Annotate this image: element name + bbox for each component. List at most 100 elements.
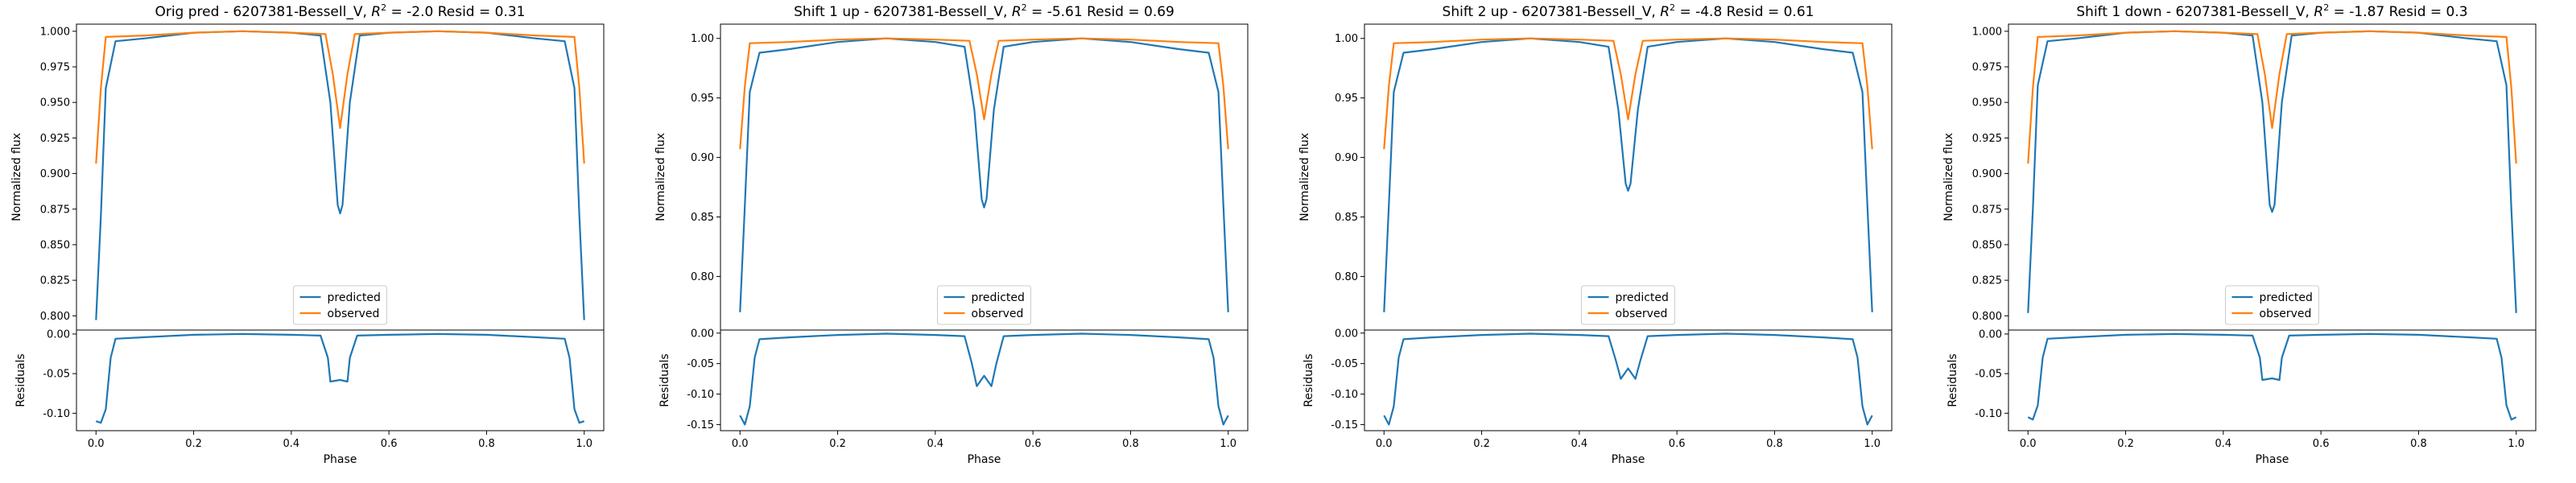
- y-tick-label: 0.925: [40, 133, 70, 145]
- legend-label-predicted: predicted: [1616, 291, 1669, 304]
- x-tick-label: 0.8: [1122, 438, 1139, 450]
- y-tick-label: 1.000: [40, 26, 70, 38]
- residual-line: [739, 332, 1229, 426]
- residual-line: [1383, 332, 1873, 426]
- y-tick-label: 0.00: [1979, 328, 2002, 341]
- x-tick-label: 0.8: [1766, 438, 1783, 450]
- legend-label-predicted: predicted: [972, 291, 1025, 304]
- flux-axes-frame: [76, 23, 605, 331]
- x-axis-label: Phase: [2256, 453, 2289, 466]
- title-r-symbol: R: [371, 4, 381, 20]
- y-tick-label: -0.05: [1331, 358, 1358, 370]
- x-tick-label: 0.6: [381, 438, 398, 450]
- x-tick-label: 1.0: [1220, 438, 1236, 450]
- flux-ylabel: Normalized flux: [10, 133, 23, 221]
- y-tick-label: -0.10: [687, 389, 714, 401]
- residual-ylabel: Residuals: [14, 353, 27, 407]
- observed-line: [2027, 30, 2517, 164]
- title-suffix: = -4.8 Resid = 0.61: [1675, 4, 1814, 20]
- residual-axes-frame: [76, 329, 605, 431]
- flux-ylabel: Normalized flux: [654, 133, 667, 221]
- y-tick-label: 0.85: [691, 212, 714, 224]
- flux-lines: [739, 37, 1229, 312]
- subplot-4: Shift 1 down - 6207381-Bessell_V, R2 = -…: [1942, 2, 2537, 466]
- x-tick-label: 0.0: [1376, 438, 1393, 450]
- y-tick-label: 0.95: [1335, 93, 1358, 105]
- flux-ylabel: Normalized flux: [1942, 133, 1955, 221]
- x-tick-label: 0.4: [1571, 438, 1588, 450]
- x-tick-label: 0.0: [88, 438, 105, 450]
- residual-lines: [1383, 332, 1873, 426]
- legend: predicted observed: [2225, 285, 2319, 325]
- title-prefix: Shift 1 down - 6207381-Bessell_V,: [2076, 4, 2314, 20]
- y-tick-label: 0.00: [1335, 328, 1358, 340]
- residual-ylabel: Residuals: [1302, 353, 1315, 407]
- subplot-2: Shift 1 up - 6207381-Bessell_V, R2 = -5.…: [654, 2, 1249, 466]
- residual-axes-frame: [720, 329, 1249, 431]
- residual-lines: [2027, 332, 2517, 421]
- y-tick-label: 1.000: [1972, 26, 2002, 38]
- x-tick-label: 0.4: [283, 438, 300, 450]
- x-axis-label: Phase: [1612, 453, 1645, 466]
- title-prefix: Shift 2 up - 6207381-Bessell_V,: [1443, 4, 1661, 20]
- x-tick-label: 1.0: [2508, 438, 2524, 450]
- title-superscript: 2: [1022, 2, 1027, 13]
- title-r-symbol: R: [1012, 4, 1022, 20]
- y-tick-label: 0.975: [40, 62, 70, 74]
- y-tick-label: 0.875: [1972, 204, 2002, 216]
- y-tick-label: 0.925: [1972, 133, 2002, 145]
- x-tick-label: 0.6: [1025, 438, 1042, 450]
- residual-axes-frame: [1364, 329, 1893, 431]
- y-tick-label: -0.05: [43, 369, 70, 381]
- y-tick-label: 0.80: [1335, 271, 1358, 283]
- x-tick-label: 0.6: [1669, 438, 1686, 450]
- title-suffix: = -2.0 Resid = 0.31: [386, 4, 525, 20]
- y-tick-label: -0.10: [1975, 408, 2002, 420]
- residual-ylabel: Residuals: [1946, 353, 1959, 407]
- predicted-line: [2027, 30, 2517, 313]
- x-tick-label: 0.8: [478, 438, 495, 450]
- subplot-3: Shift 2 up - 6207381-Bessell_V, R2 = -4.…: [1298, 2, 1893, 466]
- title-suffix: = -5.61 Resid = 0.69: [1027, 4, 1174, 20]
- y-tick-label: -0.15: [1331, 419, 1358, 431]
- x-axis-label: Phase: [968, 453, 1001, 466]
- x-axis-label: Phase: [324, 453, 357, 466]
- x-tick-label: 0.4: [2215, 438, 2232, 450]
- legend: predicted observed: [293, 285, 387, 325]
- predicted-line: [739, 37, 1229, 312]
- legend: predicted observed: [937, 285, 1031, 325]
- y-tick-label: 0.850: [40, 239, 70, 251]
- x-tick-label: 0.2: [1473, 438, 1490, 450]
- y-tick-label: 1.00: [691, 33, 714, 45]
- y-tick-label: -0.10: [1331, 389, 1358, 401]
- x-tick-label: 0.2: [185, 438, 202, 450]
- y-tick-label: 1.00: [1335, 33, 1358, 45]
- observed-line: [1383, 37, 1873, 150]
- subplot-title: Orig pred - 6207381-Bessell_V, R2 = -2.0…: [155, 2, 525, 20]
- x-tick-label: 0.0: [2020, 438, 2037, 450]
- title-r-symbol: R: [1660, 4, 1670, 20]
- y-tick-label: -0.05: [687, 358, 714, 370]
- legend-box: [937, 285, 1031, 325]
- title-prefix: Shift 1 up - 6207381-Bessell_V,: [794, 4, 1012, 20]
- residual-axes-frame: [2008, 329, 2537, 431]
- y-tick-label: 0.90: [1335, 152, 1358, 164]
- flux-axes-frame: [2008, 23, 2537, 331]
- legend-box: [1581, 285, 1675, 325]
- residual-line: [95, 332, 585, 424]
- observed-line: [739, 37, 1229, 150]
- y-tick-label: 0.975: [1972, 62, 2002, 74]
- y-tick-label: -0.10: [43, 408, 70, 420]
- title-superscript: 2: [1670, 2, 1675, 13]
- subplot-1: Orig pred - 6207381-Bessell_V, R2 = -2.0…: [10, 2, 605, 466]
- title-suffix: = -1.87 Resid = 0.3: [2329, 4, 2467, 20]
- y-tick-label: 0.800: [40, 311, 70, 323]
- legend-box: [2225, 285, 2319, 325]
- title-r-symbol: R: [2314, 4, 2323, 20]
- y-tick-label: 0.950: [40, 97, 70, 109]
- x-tick-label: 1.0: [1864, 438, 1880, 450]
- legend-label-observed: observed: [328, 308, 380, 320]
- y-tick-label: -0.15: [687, 419, 714, 431]
- y-tick-label: 0.95: [691, 93, 714, 105]
